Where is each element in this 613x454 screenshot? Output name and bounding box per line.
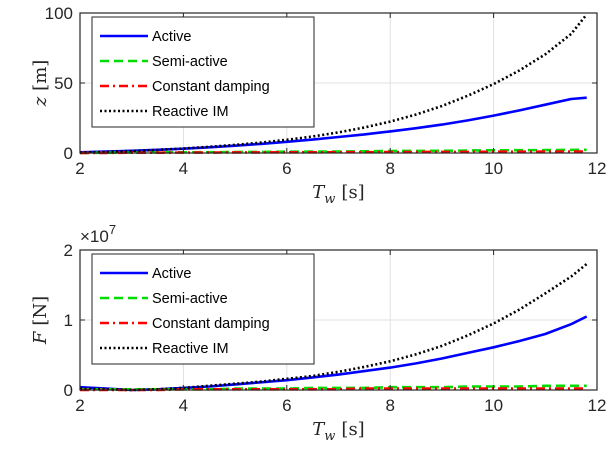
x-tick-label: 12 <box>588 159 607 178</box>
x-axis-label: Tw [s] <box>312 419 364 444</box>
x-axis-variable: T <box>312 182 326 203</box>
x-tick-label: 10 <box>484 396 503 415</box>
x-tick-label: 8 <box>385 159 394 178</box>
x-axis-subscript: w <box>324 429 335 444</box>
legend: Active Semi-active Constant damping Reactiv… <box>91 253 315 365</box>
chart-panel-1: 2 4 6 8 10 12 0 50 100 Tw [s] z [m] Active Semi-active… <box>30 4 606 207</box>
x-axis-unit: [s] <box>341 182 364 203</box>
legend-label-semi-active: Semi-active <box>152 54 228 70</box>
x-axis-variable: T <box>312 419 326 440</box>
series-line-reactive-im <box>79 13 588 154</box>
x-tick-label: 4 <box>179 396 188 415</box>
legend-label-constant-damping: Constant damping <box>152 316 270 332</box>
y-axis-multiplier: ×107 <box>80 222 116 246</box>
x-tick-label: 2 <box>75 159 84 178</box>
series-line-reactive-im <box>79 262 588 392</box>
x-tick-label: 6 <box>282 159 291 178</box>
x-tick-label: 10 <box>484 159 503 178</box>
x-axis-label: Tw [s] <box>312 182 364 207</box>
multiplier-exponent: 7 <box>109 222 116 237</box>
y-axis-variable: z <box>30 96 51 107</box>
multiplier-base: ×10 <box>80 227 109 246</box>
legend-label-reactive-im: Reactive IM <box>152 104 229 120</box>
x-tick-label: 12 <box>588 396 607 415</box>
y-axis-unit: [m] <box>30 60 51 91</box>
x-tick-label: 2 <box>75 396 84 415</box>
legend-label-active: Active <box>152 29 192 45</box>
y-tick-label: 0 <box>64 144 73 163</box>
y-axis-label: z [m] <box>30 60 51 108</box>
y-tick-label: 1 <box>64 311 73 330</box>
y-axis-unit: [N] <box>30 296 51 326</box>
x-axis-subscript: w <box>324 192 335 207</box>
legend-label-reactive-im: Reactive IM <box>152 341 229 357</box>
y-tick-label: 0 <box>64 381 73 400</box>
y-axis-label: F [N] <box>30 296 51 345</box>
y-axis-variable: F <box>30 330 51 345</box>
y-tick-label: 50 <box>54 74 73 93</box>
series-line-semi-active <box>79 148 587 155</box>
y-tick-label: 2 <box>64 241 73 260</box>
legend-label-constant-damping: Constant damping <box>152 79 270 95</box>
legend: Active Semi-active Constant damping Reactiv… <box>91 16 315 128</box>
legend-label-active: Active <box>152 266 192 282</box>
x-tick-label: 6 <box>282 396 291 415</box>
legend-label-semi-active: Semi-active <box>152 291 228 307</box>
y-tick-label: 100 <box>45 4 73 23</box>
x-tick-label: 8 <box>385 396 394 415</box>
x-axis-unit: [s] <box>341 419 364 440</box>
x-tick-label: 4 <box>179 159 188 178</box>
